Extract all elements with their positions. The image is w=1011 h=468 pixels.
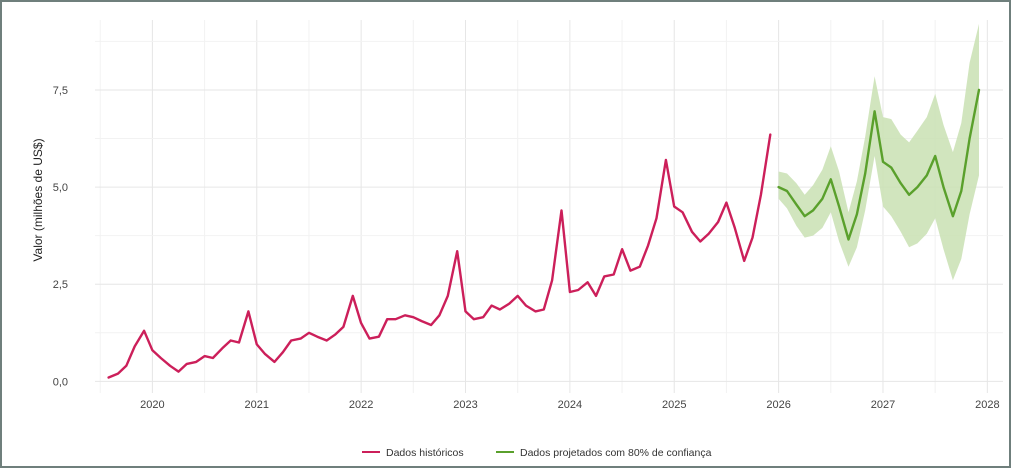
x-tick-label: 2026: [766, 399, 790, 411]
y-tick-label: 2,5: [53, 279, 68, 291]
x-axis-ticks: 2020 2021 2022 2023 2024 2025 2026 2027 2028: [140, 399, 999, 411]
x-tick-label: 2023: [453, 399, 477, 411]
grid-lines: [95, 20, 1003, 393]
legend-label-historical: Dados históricos: [386, 447, 464, 459]
legend-label-forecast: Dados projetados com 80% de confiança: [520, 447, 712, 459]
legend: Dados históricos Dados projetados com 80…: [362, 447, 712, 459]
x-tick-label: 2027: [871, 399, 895, 411]
y-tick-label: 0,0: [53, 376, 68, 388]
x-tick-label: 2028: [975, 399, 999, 411]
series-line-historical: [107, 133, 772, 379]
x-tick-label: 2024: [558, 399, 582, 411]
x-tick-label: 2020: [140, 399, 164, 411]
y-tick-label: 7,5: [53, 85, 68, 97]
y-axis-ticks: 0,0 2,5 5,0 7,5: [53, 85, 68, 388]
y-axis-label: Valor (milhões de US$): [31, 138, 45, 261]
x-tick-label: 2022: [349, 399, 373, 411]
series-line-forecast: [777, 88, 981, 241]
confidence-band-area: [778, 23, 979, 281]
y-tick-label: 5,0: [53, 182, 68, 194]
series-lines: [107, 88, 981, 379]
x-tick-label: 2021: [245, 399, 269, 411]
confidence-band: [778, 23, 979, 281]
x-tick-label: 2025: [662, 399, 686, 411]
